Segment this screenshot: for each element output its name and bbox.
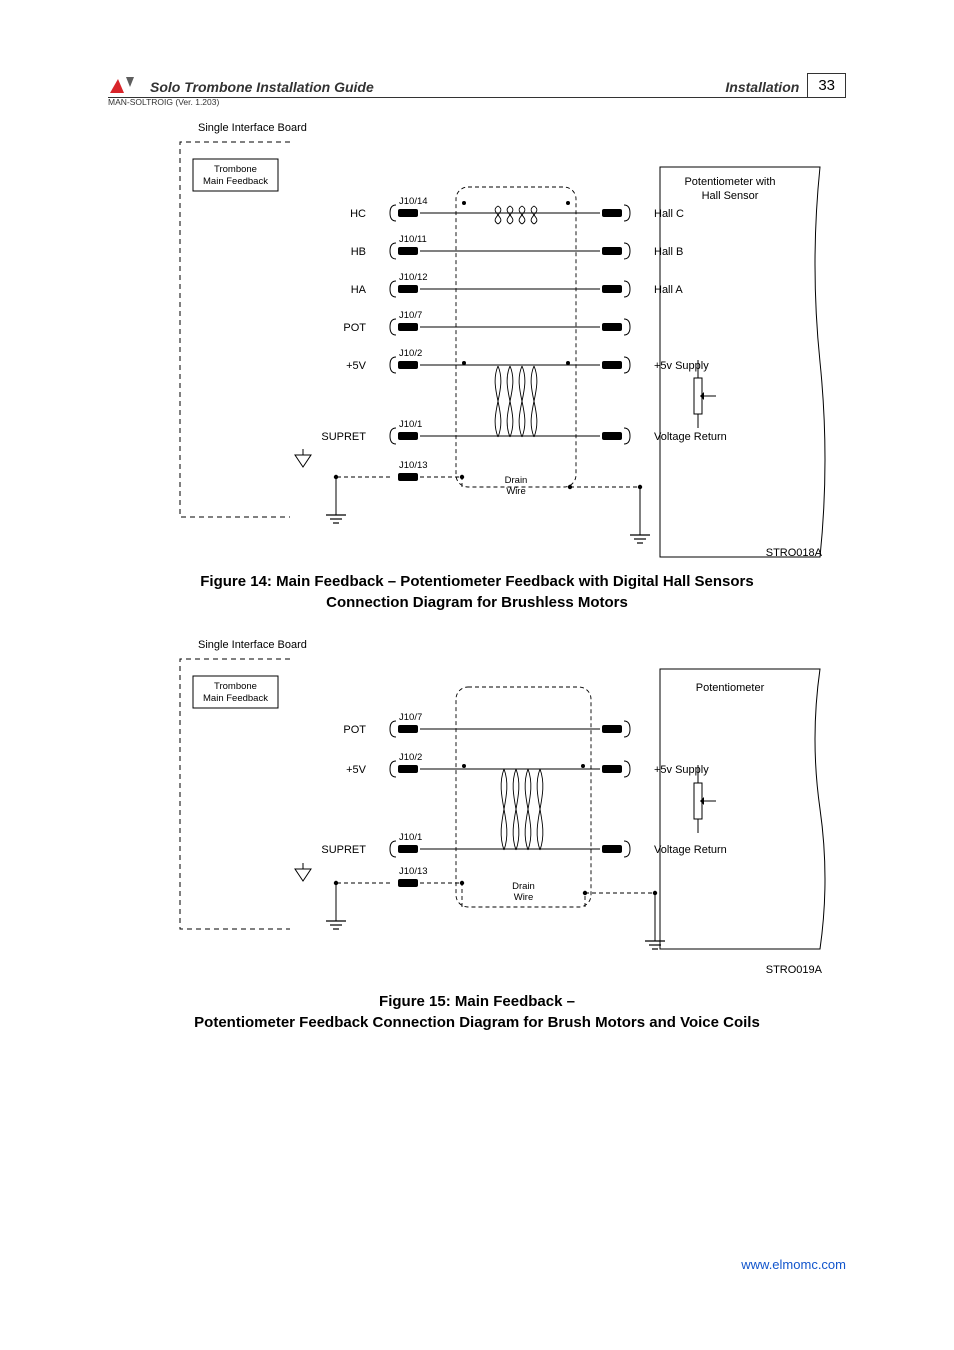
svg-text:Voltage Return: Voltage Return xyxy=(654,844,727,856)
svg-text:Hall C: Hall C xyxy=(654,208,684,220)
doc-version: MAN-SOLTROIG (Ver. 1.203) xyxy=(108,97,219,107)
svg-text:STRO019A: STRO019A xyxy=(766,964,823,976)
svg-text:J10/1: J10/1 xyxy=(399,419,422,430)
svg-text:POT: POT xyxy=(343,322,366,334)
svg-text:HA: HA xyxy=(351,284,367,296)
svg-text:HC: HC xyxy=(350,208,366,220)
svg-text:Hall B: Hall B xyxy=(654,246,683,258)
svg-text:J10/13: J10/13 xyxy=(399,460,428,471)
figure-15-caption-line2: Potentiometer Feedback Connection Diagra… xyxy=(108,1012,846,1033)
figure-14-diagram: Single Interface Board TromboneMain Feedb… xyxy=(140,112,830,567)
section-title: Installation xyxy=(725,79,799,95)
figure-14-caption-line1: Figure 14: Main Feedback – Potentiometer… xyxy=(108,571,846,592)
svg-text:+5v Supply: +5v Supply xyxy=(654,764,709,776)
svg-text:Wire: Wire xyxy=(506,486,526,497)
svg-text:POT: POT xyxy=(343,724,366,736)
svg-text:J10/14: J10/14 xyxy=(399,196,428,207)
svg-text:J10/7: J10/7 xyxy=(399,712,422,723)
svg-text:Potentiometer: Potentiometer xyxy=(696,682,765,694)
svg-text:+5v Supply: +5v Supply xyxy=(654,360,709,372)
svg-text:Trombone: Trombone xyxy=(214,164,257,175)
figure-15-caption-line1: Figure 15: Main Feedback – xyxy=(108,991,846,1012)
footer-url: www.elmomc.com xyxy=(741,1257,846,1272)
svg-text:Main Feedback: Main Feedback xyxy=(203,693,268,704)
svg-text:J10/13: J10/13 xyxy=(399,866,428,877)
svg-text:J10/7: J10/7 xyxy=(399,310,422,321)
svg-text:Hall A: Hall A xyxy=(654,284,683,296)
svg-text:Drain: Drain xyxy=(512,881,535,892)
svg-text:Hall Sensor: Hall Sensor xyxy=(702,190,759,202)
svg-text:SUPRET: SUPRET xyxy=(321,431,366,443)
svg-text:Single Interface Board: Single Interface Board xyxy=(198,639,307,651)
svg-text:J10/11: J10/11 xyxy=(399,234,427,245)
svg-text:Main Feedback: Main Feedback xyxy=(203,176,268,187)
svg-text:+5V: +5V xyxy=(346,360,367,372)
figure-15-caption: Figure 15: Main Feedback – Potentiometer… xyxy=(108,991,846,1033)
svg-text:J10/2: J10/2 xyxy=(399,752,422,763)
page-header: Solo Trombone Installation Guide Install… xyxy=(108,68,846,98)
page-number: 33 xyxy=(807,73,846,98)
svg-text:J10/2: J10/2 xyxy=(399,348,422,359)
svg-text:Potentiometer with: Potentiometer with xyxy=(684,176,775,188)
svg-text:SUPRET: SUPRET xyxy=(321,844,366,856)
svg-text:Wire: Wire xyxy=(514,892,534,903)
guide-title: Solo Trombone Installation Guide xyxy=(150,79,374,95)
svg-text:J10/12: J10/12 xyxy=(399,272,428,283)
svg-text:STRO018A: STRO018A xyxy=(766,547,823,559)
logo-icon xyxy=(108,73,144,97)
svg-text:+5V: +5V xyxy=(346,764,367,776)
svg-text:HB: HB xyxy=(351,246,366,258)
figure-14-caption-line2: Connection Diagram for Brushless Motors xyxy=(108,592,846,613)
svg-text:Trombone: Trombone xyxy=(214,681,257,692)
svg-text:Voltage Return: Voltage Return xyxy=(654,431,727,443)
figure-14-caption: Figure 14: Main Feedback – Potentiometer… xyxy=(108,571,846,613)
figure-15-diagram: Single Interface Board TromboneMain Feedb… xyxy=(140,629,830,984)
svg-text:J10/1: J10/1 xyxy=(399,832,422,843)
svg-text:Single Interface Board: Single Interface Board xyxy=(198,122,307,134)
svg-text:Drain: Drain xyxy=(505,475,528,486)
